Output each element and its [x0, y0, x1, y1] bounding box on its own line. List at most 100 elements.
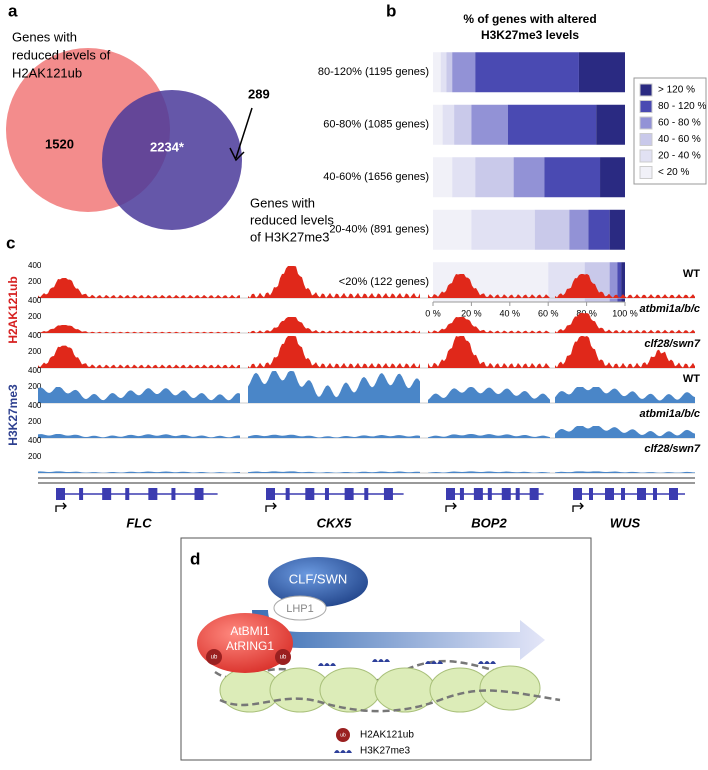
signal-area [248, 434, 420, 438]
signal-area [38, 387, 240, 403]
gene-exon [148, 488, 158, 500]
reader-label: LHP1 [286, 603, 314, 615]
track-label: clf28/swn7 [644, 338, 701, 350]
chart-title: % of genes with altered [463, 12, 596, 26]
signal-area [555, 387, 695, 403]
track-tick-label: 400 [28, 261, 42, 270]
ub-label: ub [211, 655, 218, 661]
bar-segment [440, 52, 447, 93]
tss-arrow [445, 502, 457, 512]
dna [219, 689, 561, 713]
panel-label: b [386, 1, 396, 20]
gene-exon [446, 488, 455, 500]
spreading-arrow [252, 610, 545, 660]
mark-label: H2AK121ub [6, 276, 20, 343]
signal-area [555, 426, 695, 438]
mark-label: H3K27me3 [6, 384, 20, 446]
panel-b: b % of genes with altered H3K27me3 level… [318, 1, 707, 318]
bar-segment [569, 209, 589, 250]
track-tick-label: 200 [28, 277, 42, 286]
bar-segment [471, 209, 535, 250]
legend-swatch [639, 166, 653, 179]
venn-set2 [102, 90, 242, 230]
legend-ub [336, 728, 350, 742]
track-tick-label: 200 [28, 312, 42, 321]
legend-swatch [639, 149, 653, 163]
bar-segment [452, 52, 476, 93]
bar-segment [513, 157, 545, 198]
lhp1 [273, 595, 327, 621]
track-label: atbmi1a/b/c [639, 303, 700, 315]
category-label: <20% (122 genes) [339, 276, 429, 288]
signal-area [248, 371, 420, 403]
gene-exon [79, 488, 84, 500]
legend-label: 80 - 120 % [658, 101, 706, 112]
track-label: WT [683, 268, 700, 280]
signal-area [555, 274, 695, 298]
gene-exon [383, 488, 393, 500]
bar-segment [578, 52, 625, 93]
gene-exon [194, 488, 204, 500]
bar-segment [433, 209, 472, 250]
gene-exon [171, 488, 176, 500]
bar-segment [433, 52, 441, 93]
bar-segment [475, 157, 514, 198]
signal-area [38, 434, 240, 438]
legend-me3 [334, 750, 352, 753]
signal-area [248, 336, 420, 368]
h3k27me3-marks [318, 659, 496, 666]
track-label: WT [683, 373, 700, 385]
gene-exon [473, 488, 483, 500]
bar-segment [534, 209, 570, 250]
track-label: clf28/swn7 [644, 443, 701, 455]
ub-label: ub [340, 732, 346, 738]
bar-segment [433, 157, 453, 198]
bar-segment [442, 104, 455, 145]
legend-label: 20 - 40 % [658, 151, 701, 162]
gene-exon [573, 488, 582, 500]
bar-segment [621, 262, 625, 303]
x-tick-label: 40 % [500, 308, 521, 318]
category-label: 20-40% (891 genes) [329, 224, 429, 236]
signal-area [428, 434, 550, 438]
gene-exon [102, 488, 112, 500]
tss-arrow [265, 502, 277, 512]
legend-swatch [639, 116, 653, 130]
gene-exon [621, 488, 625, 500]
bar-segment [452, 157, 476, 198]
panel-label: d [190, 549, 200, 568]
panel-label: c [6, 233, 15, 252]
gene-exon [669, 488, 678, 500]
legend-swatch [639, 83, 653, 97]
bar-segment [433, 104, 443, 145]
gene-exon [653, 488, 657, 500]
track-tick-label: 200 [28, 347, 42, 356]
gene-exon [266, 488, 275, 500]
signal-area [428, 387, 550, 403]
track-tick-label: 200 [28, 452, 42, 461]
signal-area [555, 471, 695, 473]
gene-exon [589, 488, 593, 500]
bar-segment [609, 262, 618, 303]
bar-segment [446, 52, 453, 93]
panel-label: a [8, 1, 18, 20]
category-label: 40-60% (1656 genes) [323, 171, 429, 183]
panel-a: a Genes with reduced levels of H2AK121ub… [6, 1, 334, 244]
bar-segment [588, 209, 610, 250]
count: 2234* [150, 139, 185, 154]
signal-area [555, 336, 695, 368]
panel-d: d CLF/SWN LHP1 AtBMI1 AtRING1 ub ub ub H… [180, 537, 592, 761]
count: 289 [248, 86, 270, 101]
prc1-label: AtBMI1 [230, 624, 270, 638]
track-tick-label: 400 [28, 436, 42, 445]
signal-area [428, 317, 550, 333]
legend-swatch [639, 100, 653, 113]
set1-label: reduced levels of [12, 47, 111, 62]
track-tick-label: 400 [28, 401, 42, 410]
bar-segment [609, 209, 625, 250]
legend-label: H2AK121ub [360, 730, 414, 741]
signal-area [428, 471, 550, 473]
set2-label: Genes with [250, 195, 315, 210]
gene-exon [324, 488, 329, 500]
signal-area [248, 471, 420, 473]
